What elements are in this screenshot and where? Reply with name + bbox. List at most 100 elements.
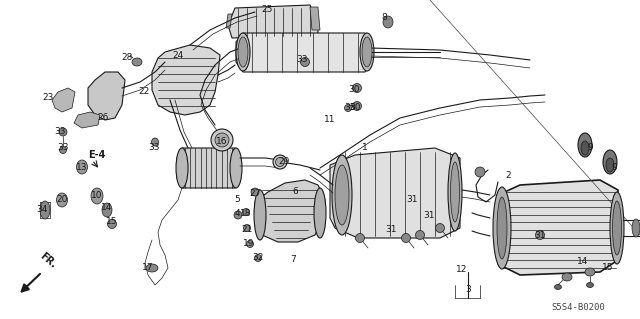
Ellipse shape bbox=[108, 219, 116, 228]
Ellipse shape bbox=[56, 193, 67, 207]
Ellipse shape bbox=[353, 101, 362, 110]
Ellipse shape bbox=[606, 158, 614, 172]
Ellipse shape bbox=[335, 165, 349, 225]
Ellipse shape bbox=[91, 188, 103, 204]
Ellipse shape bbox=[585, 268, 595, 276]
Text: 31: 31 bbox=[423, 211, 435, 220]
Ellipse shape bbox=[102, 203, 112, 217]
Ellipse shape bbox=[612, 201, 621, 255]
Ellipse shape bbox=[497, 197, 507, 259]
Ellipse shape bbox=[132, 58, 142, 66]
Polygon shape bbox=[52, 88, 75, 112]
Ellipse shape bbox=[383, 16, 393, 28]
Text: 33: 33 bbox=[54, 128, 66, 137]
Text: E-4: E-4 bbox=[88, 150, 106, 160]
Text: 10: 10 bbox=[92, 191, 103, 201]
Text: 28: 28 bbox=[122, 54, 132, 63]
Text: 17: 17 bbox=[142, 263, 154, 272]
Text: 4: 4 bbox=[234, 209, 240, 218]
Ellipse shape bbox=[610, 192, 624, 264]
Ellipse shape bbox=[275, 158, 285, 167]
Ellipse shape bbox=[77, 160, 88, 174]
Text: 16: 16 bbox=[216, 137, 228, 146]
Text: 25: 25 bbox=[261, 5, 273, 14]
Text: 23: 23 bbox=[42, 93, 54, 102]
Text: 31: 31 bbox=[385, 226, 397, 234]
Ellipse shape bbox=[215, 133, 229, 147]
Ellipse shape bbox=[255, 255, 262, 262]
Text: 27: 27 bbox=[250, 189, 260, 198]
Text: 34: 34 bbox=[36, 205, 48, 214]
Polygon shape bbox=[88, 72, 125, 120]
Text: 21: 21 bbox=[241, 226, 253, 234]
Text: 24: 24 bbox=[172, 50, 184, 60]
Text: 8: 8 bbox=[381, 13, 387, 23]
Text: 29: 29 bbox=[278, 158, 290, 167]
Polygon shape bbox=[152, 45, 220, 115]
Ellipse shape bbox=[632, 219, 640, 237]
Text: 30: 30 bbox=[349, 103, 361, 113]
Ellipse shape bbox=[451, 162, 460, 222]
Text: 35: 35 bbox=[344, 102, 356, 112]
Ellipse shape bbox=[301, 57, 310, 66]
Text: 20: 20 bbox=[56, 196, 68, 204]
Ellipse shape bbox=[59, 128, 67, 136]
Text: 33: 33 bbox=[57, 144, 68, 152]
Ellipse shape bbox=[176, 148, 188, 188]
Ellipse shape bbox=[254, 190, 266, 240]
Text: FR.: FR. bbox=[38, 251, 58, 270]
Ellipse shape bbox=[603, 150, 617, 174]
Text: 33: 33 bbox=[296, 56, 308, 64]
Polygon shape bbox=[74, 112, 100, 128]
Ellipse shape bbox=[273, 155, 287, 169]
Text: 7: 7 bbox=[290, 255, 296, 263]
Ellipse shape bbox=[475, 167, 485, 177]
Ellipse shape bbox=[435, 224, 445, 233]
Polygon shape bbox=[228, 5, 318, 38]
Ellipse shape bbox=[332, 155, 352, 235]
Ellipse shape bbox=[581, 141, 589, 155]
Ellipse shape bbox=[246, 241, 253, 248]
Text: 9: 9 bbox=[587, 144, 593, 152]
Text: 5: 5 bbox=[234, 196, 240, 204]
Text: 31: 31 bbox=[534, 231, 546, 240]
Ellipse shape bbox=[362, 37, 372, 67]
Polygon shape bbox=[498, 180, 618, 275]
Ellipse shape bbox=[243, 225, 250, 232]
Ellipse shape bbox=[152, 138, 159, 146]
Text: S5S4-B0200: S5S4-B0200 bbox=[551, 303, 605, 313]
Polygon shape bbox=[226, 14, 232, 28]
Ellipse shape bbox=[536, 231, 545, 240]
Text: 13: 13 bbox=[76, 162, 88, 172]
Text: 9: 9 bbox=[611, 164, 617, 173]
Text: 14: 14 bbox=[101, 204, 113, 212]
Text: 15: 15 bbox=[106, 218, 118, 226]
Text: 18: 18 bbox=[240, 209, 252, 218]
Polygon shape bbox=[310, 7, 320, 30]
Text: 6: 6 bbox=[292, 188, 298, 197]
Ellipse shape bbox=[243, 209, 250, 216]
Ellipse shape bbox=[360, 33, 374, 71]
Text: 12: 12 bbox=[456, 265, 468, 275]
Text: 15: 15 bbox=[602, 263, 614, 272]
Text: 30: 30 bbox=[348, 85, 360, 94]
Text: 11: 11 bbox=[324, 115, 336, 124]
Text: 2: 2 bbox=[505, 170, 511, 180]
Ellipse shape bbox=[236, 33, 250, 71]
Ellipse shape bbox=[578, 133, 592, 157]
Ellipse shape bbox=[234, 211, 242, 219]
Ellipse shape bbox=[344, 105, 351, 112]
Ellipse shape bbox=[448, 153, 462, 231]
Ellipse shape bbox=[353, 84, 362, 93]
Text: 3: 3 bbox=[465, 286, 471, 294]
Text: 32: 32 bbox=[252, 253, 264, 262]
Text: 33: 33 bbox=[148, 144, 160, 152]
Text: 31: 31 bbox=[406, 196, 418, 204]
Polygon shape bbox=[330, 148, 460, 238]
Ellipse shape bbox=[415, 231, 424, 240]
Text: 14: 14 bbox=[577, 257, 589, 266]
Polygon shape bbox=[255, 180, 325, 242]
Text: 22: 22 bbox=[138, 87, 150, 97]
Ellipse shape bbox=[251, 188, 259, 196]
Ellipse shape bbox=[40, 201, 50, 219]
